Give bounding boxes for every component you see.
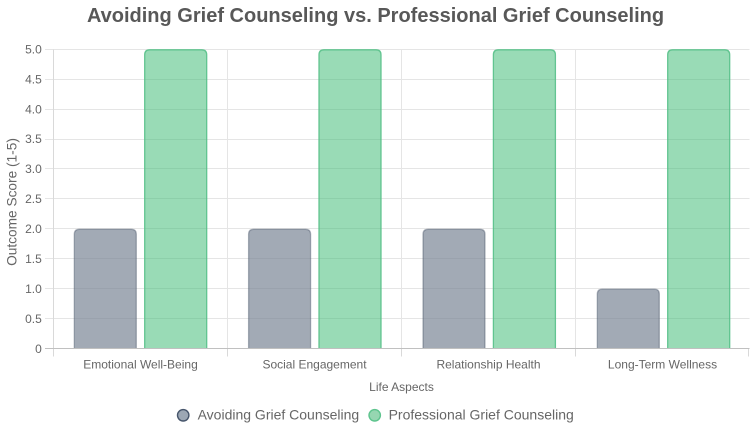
svg-text:3.5: 3.5 [25, 132, 42, 146]
svg-text:Life Aspects: Life Aspects [369, 380, 434, 394]
svg-text:Avoiding Grief Counseling: Avoiding Grief Counseling [198, 407, 360, 423]
svg-text:Outcome Score (1-5): Outcome Score (1-5) [5, 138, 20, 266]
svg-text:3.0: 3.0 [25, 162, 42, 176]
svg-text:4.0: 4.0 [25, 102, 42, 116]
svg-text:Emotional Well-Being: Emotional Well-Being [83, 358, 198, 372]
svg-text:0: 0 [35, 342, 42, 356]
svg-text:1.0: 1.0 [25, 282, 42, 296]
svg-text:Relationship Health: Relationship Health [436, 358, 540, 372]
svg-text:4.5: 4.5 [25, 72, 42, 86]
svg-text:Social Engagement: Social Engagement [262, 358, 367, 372]
svg-text:2.0: 2.0 [25, 222, 42, 236]
svg-text:Long-Term Wellness: Long-Term Wellness [608, 358, 717, 372]
svg-text:1.5: 1.5 [25, 252, 42, 266]
svg-text:Avoiding Grief Counseling vs.: Avoiding Grief Counseling vs. Profession… [87, 5, 664, 27]
svg-text:0.5: 0.5 [25, 312, 42, 326]
svg-text:2.5: 2.5 [25, 192, 42, 206]
svg-text:5.0: 5.0 [25, 42, 42, 56]
svg-text:Professional Grief Counseling: Professional Grief Counseling [389, 407, 574, 423]
